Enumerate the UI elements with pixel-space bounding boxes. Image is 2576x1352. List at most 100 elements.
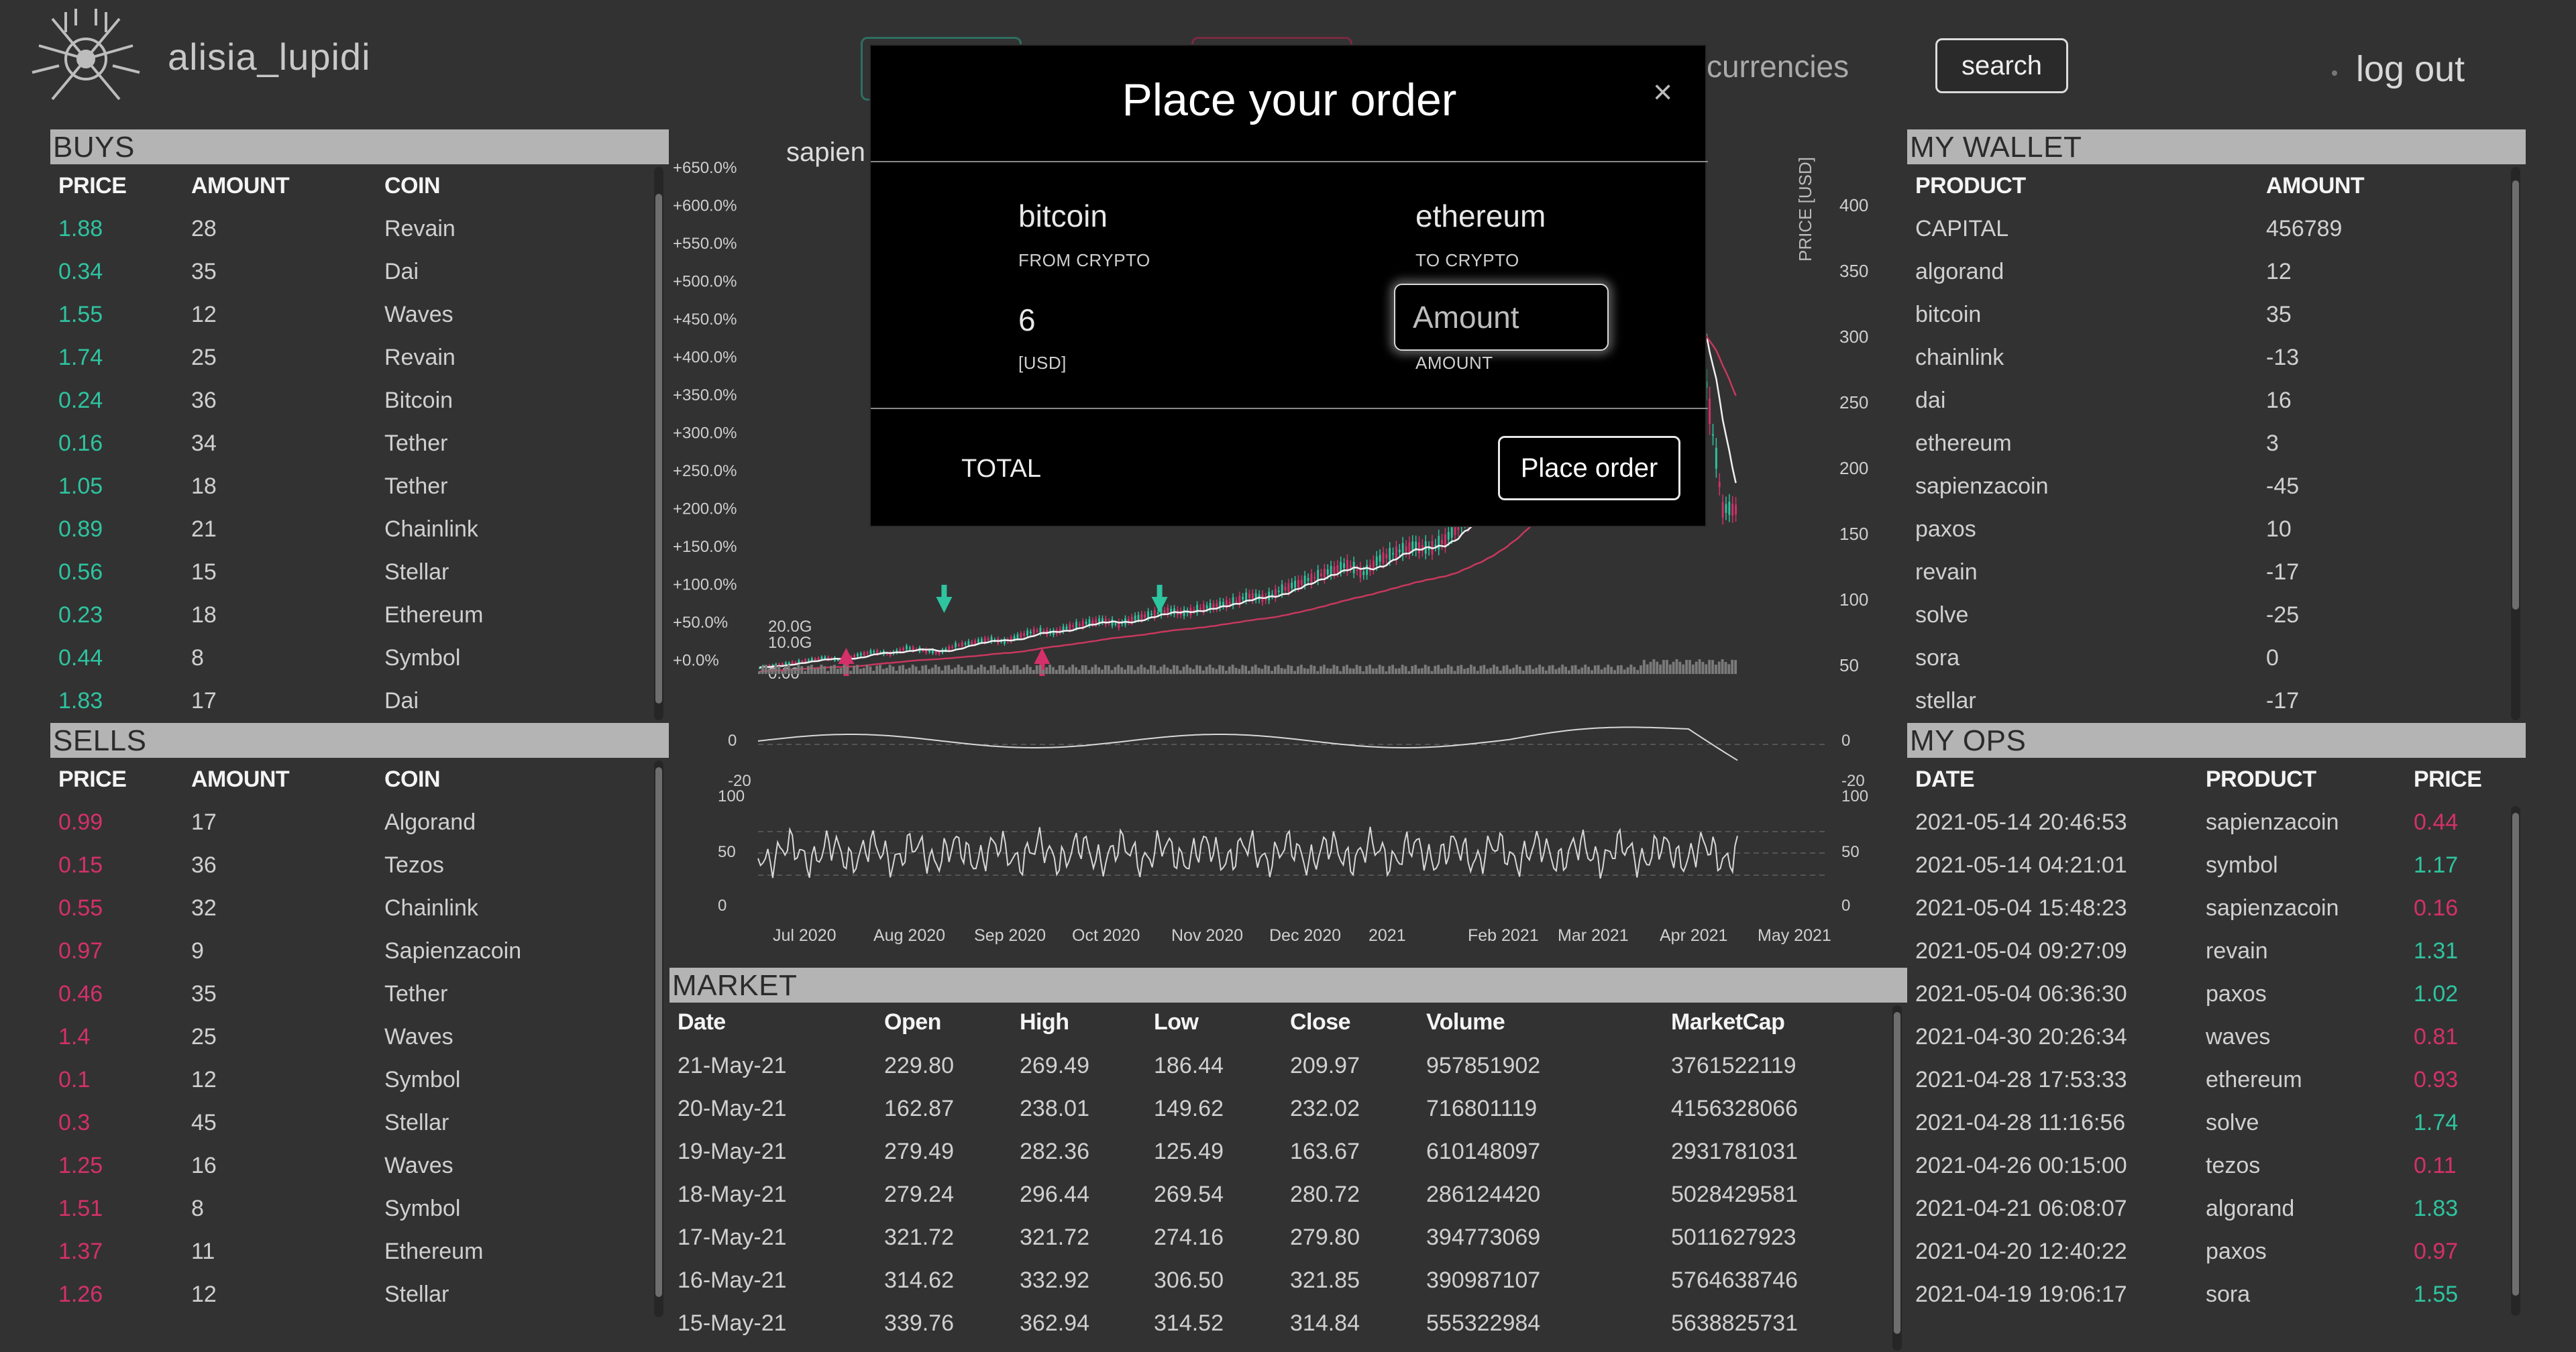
sells-cell: 12 bbox=[191, 1282, 217, 1307]
chart-candle bbox=[1709, 398, 1711, 425]
chart-volume-bar bbox=[1038, 665, 1042, 674]
chart-candle bbox=[1297, 579, 1299, 588]
sells-header-price: PRICE bbox=[58, 767, 127, 792]
chart-candle bbox=[778, 663, 781, 666]
chart-candle bbox=[794, 662, 797, 664]
logout-link[interactable]: log out bbox=[2356, 49, 2465, 89]
chart-candle bbox=[1134, 615, 1136, 620]
market-cell: 339.76 bbox=[884, 1310, 954, 1336]
chart-volume-bar bbox=[1564, 667, 1567, 674]
buys-cell: 1.88 bbox=[58, 216, 103, 241]
close-icon[interactable]: × bbox=[1653, 73, 1673, 111]
chart-candle bbox=[1356, 569, 1358, 571]
chart-candle bbox=[906, 645, 908, 650]
market-scrollbar[interactable] bbox=[1892, 1005, 1902, 1351]
chart-volume-bar bbox=[1293, 671, 1296, 674]
chart-right-tick-label: 100 bbox=[1839, 589, 1868, 610]
chart-volume-bar bbox=[1313, 665, 1316, 674]
market-header-open: Open bbox=[884, 1009, 941, 1035]
chart-candle bbox=[1228, 602, 1231, 604]
search-button[interactable]: search bbox=[1935, 38, 2068, 93]
sells-scrollbar-thumb[interactable] bbox=[655, 767, 662, 1297]
buys-cell: Symbol bbox=[384, 645, 461, 671]
chart-volume-bar bbox=[1215, 669, 1218, 674]
chart-candle bbox=[1274, 589, 1277, 598]
chart-volume-bar bbox=[826, 671, 830, 674]
amount-input[interactable] bbox=[1394, 284, 1609, 351]
chart-volume-bar bbox=[1434, 665, 1437, 674]
chart-volume-bar bbox=[1107, 665, 1110, 674]
chart-candle bbox=[1712, 434, 1714, 436]
chart-candle bbox=[1284, 586, 1287, 591]
chart-candle bbox=[1202, 604, 1205, 612]
chart-volume-bar bbox=[1587, 667, 1590, 674]
chart-volume-bar bbox=[1567, 670, 1570, 674]
chart-volume-bar bbox=[1600, 669, 1603, 674]
chart-volume-bar bbox=[1195, 665, 1198, 674]
market-cell: 238.01 bbox=[1020, 1096, 1089, 1121]
market-cell: 321.72 bbox=[1020, 1225, 1089, 1250]
market-cell: 186.44 bbox=[1154, 1053, 1224, 1078]
ops-header-product: PRODUCT bbox=[2206, 767, 2316, 792]
sells-scrollbar[interactable] bbox=[654, 760, 663, 1317]
ops-cell: 0.11 bbox=[2414, 1153, 2457, 1178]
chart-candle bbox=[810, 658, 813, 661]
ops-cell: paxos bbox=[2206, 981, 2267, 1007]
ops-cell: waves bbox=[2206, 1024, 2271, 1050]
wallet-cell: sora bbox=[1915, 645, 1960, 671]
chart-volume-bar bbox=[1597, 665, 1600, 674]
chart-volume-bar bbox=[1607, 665, 1610, 674]
ops-cell: 1.31 bbox=[2414, 938, 2459, 964]
username: alisia_lupidi bbox=[168, 36, 371, 78]
chart-volume-bar bbox=[1626, 667, 1629, 674]
modal-title: Place your order bbox=[1122, 74, 1457, 125]
chart-candle bbox=[791, 661, 794, 665]
chart-candle bbox=[1150, 613, 1152, 616]
buys-cell: 1.55 bbox=[58, 302, 103, 327]
chart-volume-bar bbox=[1721, 659, 1724, 674]
ops-header-date: DATE bbox=[1915, 767, 1975, 792]
chart-volume-bar bbox=[1068, 667, 1071, 674]
buys-scrollbar[interactable] bbox=[654, 167, 663, 720]
chart-volume-bar bbox=[1391, 665, 1394, 674]
chart-candle bbox=[896, 650, 898, 653]
chart-x-tick-label: Feb 2021 bbox=[1468, 926, 1539, 945]
price-chart[interactable]: sapien PRICE [USD] +650.0% +600.0% +550.0%… bbox=[671, 127, 1905, 966]
chart-volume-bar bbox=[1348, 668, 1352, 674]
wallet-cell: -17 bbox=[2266, 559, 2300, 585]
ops-scrollbar-thumb[interactable] bbox=[2512, 813, 2519, 1296]
wallet-scrollbar-thumb[interactable] bbox=[2512, 180, 2519, 610]
chart-candle bbox=[1144, 614, 1146, 618]
buys-scrollbar-thumb[interactable] bbox=[655, 194, 662, 703]
sells-cell: 32 bbox=[191, 895, 217, 921]
ops-cell: 2021-04-26 00:15:00 bbox=[1915, 1153, 2127, 1178]
chart-candle bbox=[1183, 609, 1185, 616]
chart-candle bbox=[945, 649, 947, 651]
chart-x-tick-label: 2021 bbox=[1368, 926, 1406, 945]
market-cell: 306.50 bbox=[1154, 1268, 1224, 1293]
chart-candle bbox=[817, 657, 820, 661]
wallet-header-product: PRODUCT bbox=[1915, 173, 2026, 199]
ops-scrollbar[interactable] bbox=[2511, 806, 2520, 1316]
market-scrollbar-thumb[interactable] bbox=[1894, 1012, 1900, 1334]
chart-volume-bar bbox=[758, 671, 761, 674]
sells-cell: 9 bbox=[191, 938, 204, 964]
ops-cell: 1.83 bbox=[2414, 1196, 2459, 1221]
chart-volume-bar bbox=[1260, 669, 1264, 674]
chart-volume-bar bbox=[1231, 665, 1234, 674]
chart-volume-bar bbox=[1495, 666, 1499, 674]
chart-candle bbox=[1026, 630, 1028, 636]
place-order-button[interactable]: Place order bbox=[1498, 436, 1680, 500]
chart-candle bbox=[955, 642, 957, 648]
wallet-cell: -13 bbox=[2266, 345, 2300, 370]
sells-cell: Waves bbox=[384, 1153, 453, 1178]
chart-volume-bar bbox=[1250, 666, 1254, 674]
chart-candle bbox=[1718, 482, 1721, 488]
chart-candle bbox=[1235, 600, 1238, 602]
chart-volume-bar bbox=[1238, 669, 1241, 674]
order-modal: Place your order × bitcoin FROM CRYPTO e… bbox=[869, 44, 1708, 527]
chart-volume-bar bbox=[1199, 665, 1201, 674]
chart-volume-bar bbox=[1453, 671, 1456, 674]
buys-cell: Ethereum bbox=[384, 602, 484, 628]
wallet-scrollbar[interactable] bbox=[2511, 167, 2520, 720]
